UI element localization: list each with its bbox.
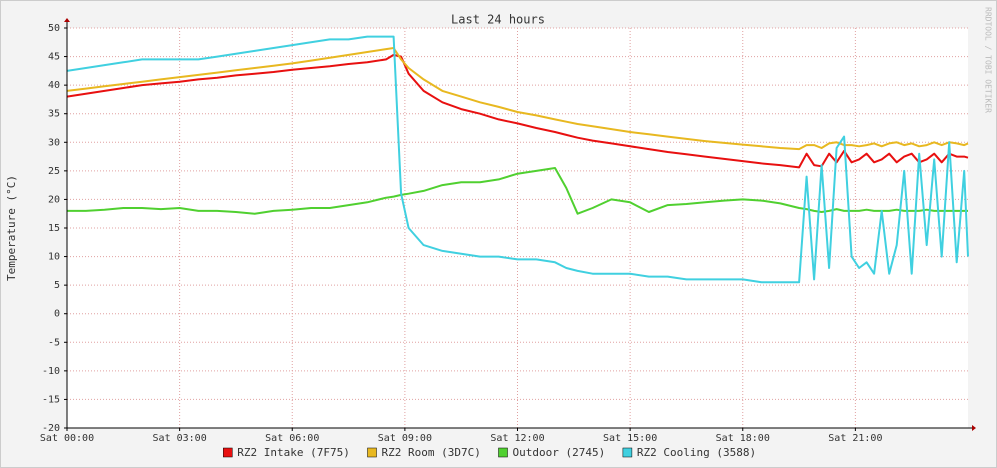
series-line bbox=[66, 53, 969, 169]
y-tick-label: -20 bbox=[42, 423, 60, 434]
y-tick-label: -10 bbox=[42, 366, 60, 377]
legend-label: RZ2 Cooling (3588) bbox=[637, 446, 756, 459]
y-tick-label: 15 bbox=[48, 223, 60, 234]
series-line bbox=[67, 167, 968, 215]
x-tick-label: Sat 15:00 bbox=[603, 433, 657, 444]
legend-swatch bbox=[498, 447, 508, 458]
x-tick-label: Sat 12:00 bbox=[490, 433, 544, 444]
legend-label: RZ2 Intake (7F75) bbox=[237, 446, 350, 459]
series-line bbox=[66, 47, 969, 151]
x-axis-arrow bbox=[972, 425, 976, 431]
legend-label: Outdoor (2745) bbox=[513, 446, 606, 459]
chart-title: Last 24 hours bbox=[451, 13, 545, 27]
y-tick-label: 50 bbox=[48, 23, 60, 34]
x-tick-label: Sat 21:00 bbox=[828, 433, 882, 444]
x-tick-label: Sat 18:00 bbox=[716, 433, 770, 444]
legend-label: RZ2 Room (3D7C) bbox=[382, 446, 481, 459]
legend-swatch bbox=[223, 447, 233, 458]
legend-swatch bbox=[367, 447, 377, 458]
y-tick-label: 35 bbox=[48, 109, 60, 120]
y-tick-label: -15 bbox=[42, 394, 60, 405]
y-tick-label: 45 bbox=[48, 52, 60, 63]
axes: -20 -15 -10 -5 0 5 10 15 20 25 30 35 40 45 50 Sat 00:00… bbox=[40, 18, 976, 444]
series-line bbox=[66, 35, 969, 284]
y-tick-label: 40 bbox=[48, 80, 60, 91]
y-tick-label: 30 bbox=[48, 137, 60, 148]
watermark: RRDTOOL / TOBI OETIKER bbox=[984, 7, 993, 113]
x-tick-label: Sat 00:00 bbox=[40, 433, 94, 444]
y-tick-label: -5 bbox=[48, 337, 60, 348]
legend-swatch bbox=[622, 447, 633, 458]
y-tick-label: 5 bbox=[54, 280, 60, 291]
y-tick-label: 0 bbox=[54, 309, 60, 320]
x-tick-label: Sat 09:00 bbox=[378, 433, 432, 444]
y-axis-arrow bbox=[64, 18, 70, 22]
y-tick-label: 10 bbox=[48, 252, 60, 263]
legend: RZ2 Intake (7F75) RZ2 Room (3D7C) Outdoor … bbox=[223, 446, 756, 459]
x-tick-label: Sat 03:00 bbox=[153, 433, 207, 444]
y-axis-label: Temperature (°C) bbox=[5, 175, 18, 281]
y-tick-label: 25 bbox=[48, 166, 60, 177]
lines bbox=[66, 35, 969, 284]
x-tick-label: Sat 06:00 bbox=[265, 433, 319, 444]
y-tick-label: 20 bbox=[48, 194, 60, 205]
